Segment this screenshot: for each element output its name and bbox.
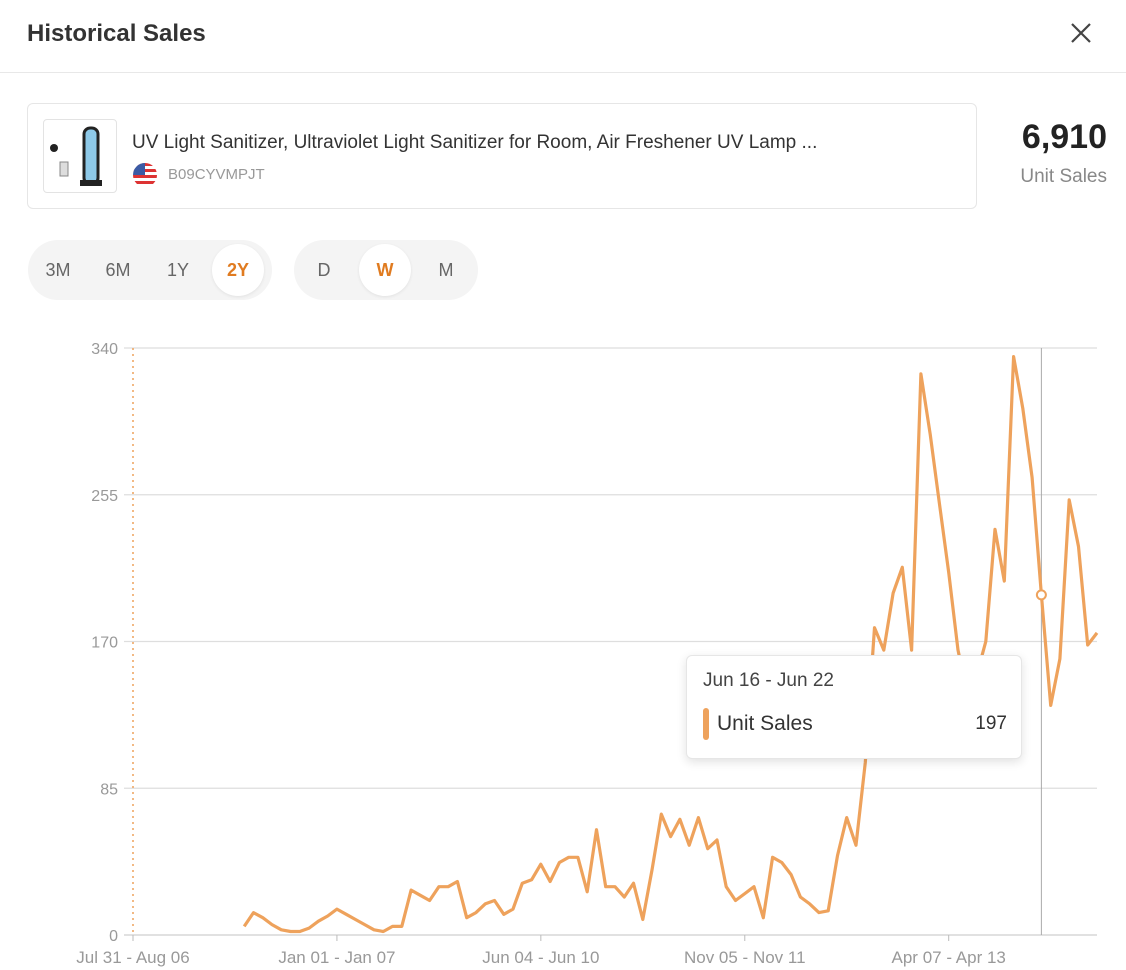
modal-header: Historical Sales	[0, 0, 1126, 73]
x-tick-label: Nov 05 - Nov 11	[684, 948, 806, 967]
tooltip: Jun 16 - Jun 22 Unit Sales 197	[686, 655, 1022, 759]
product-image	[43, 119, 117, 193]
hover-point	[1035, 589, 1047, 601]
modal-title: Historical Sales	[27, 20, 206, 47]
toggle-button[interactable]: W	[359, 244, 411, 296]
y-tick-label: 340	[91, 341, 118, 358]
total-sales-label: Unit Sales	[1020, 166, 1107, 187]
x-tick-label: Jul 31 - Aug 06	[76, 948, 189, 967]
tooltip-title: Jun 16 - Jun 22	[703, 670, 834, 691]
toggle-button[interactable]: 1Y	[166, 260, 190, 280]
product-title: UV Light Sanitizer, Ultraviolet Light Sa…	[132, 132, 818, 153]
toggle-button[interactable]: 3M	[45, 260, 71, 280]
tooltip-series: Unit Sales	[717, 712, 813, 735]
y-tick-label: 255	[91, 488, 118, 505]
range-selector: 3M 6M 1Y 2Y	[28, 240, 272, 300]
close-button[interactable]	[1068, 20, 1094, 46]
sales-line	[242, 355, 1099, 934]
toggle-button[interactable]: M	[438, 260, 454, 280]
x-tick-label: Apr 07 - Apr 13	[892, 948, 1006, 967]
us-flag	[133, 163, 157, 187]
x-tick-label: Jan 01 - Jan 07	[278, 948, 395, 967]
x-tick-label: Jun 04 - Jun 10	[482, 948, 599, 967]
toggle-button[interactable]: 6M	[105, 260, 131, 280]
tooltip-swatch	[703, 708, 709, 740]
toggle-button[interactable]: 2Y	[212, 244, 264, 296]
product-asin: B09CYVMPJT	[168, 166, 265, 183]
y-tick-label: 0	[109, 928, 118, 945]
y-tick-label: 85	[100, 781, 118, 798]
toggle-button[interactable]: D	[317, 260, 331, 280]
product-card: UV Light Sanitizer, Ultraviolet Light Sa…	[27, 103, 977, 209]
total-sales: 6,910	[1021, 118, 1107, 156]
y-tick-label: 170	[91, 635, 118, 652]
tooltip-value: 197	[975, 713, 1007, 734]
